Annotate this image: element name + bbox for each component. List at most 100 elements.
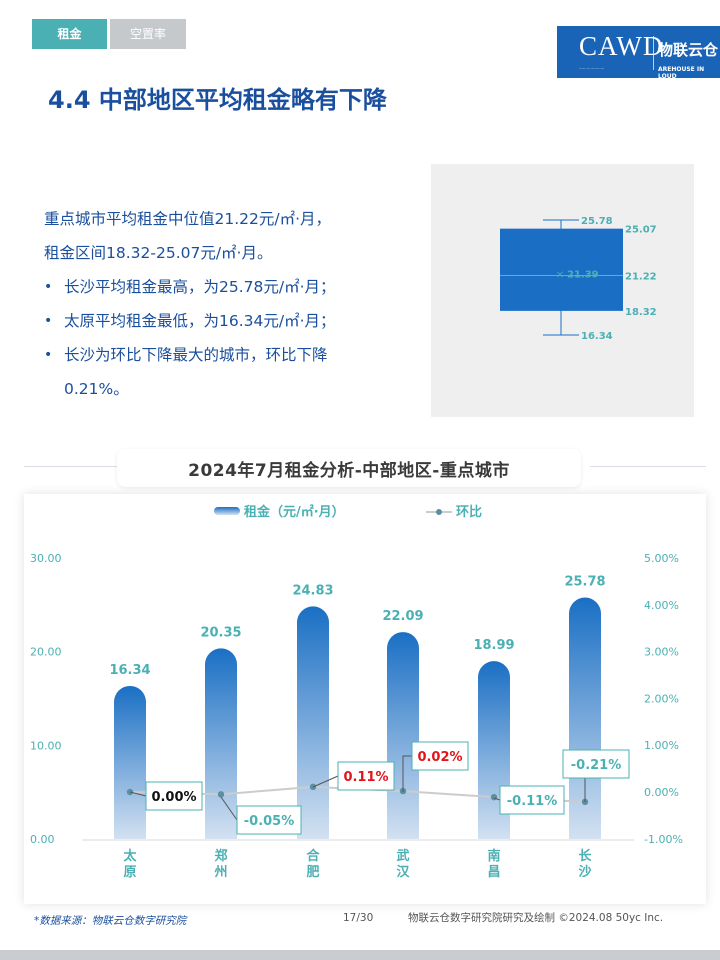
bar-value-label: 16.34: [109, 663, 150, 678]
bar-value-label: 20.35: [200, 625, 241, 640]
y-right-tick: 3.00%: [644, 646, 679, 659]
bottom-bar: [0, 950, 720, 960]
y-left-tick: 0.00: [30, 833, 55, 846]
mom-point: [490, 793, 498, 801]
bullet-text: 长沙平均租金最高，为25.78元/㎡·月；: [64, 278, 336, 296]
x-tick-char: 汉: [396, 864, 410, 880]
mom-value-label: 0.02%: [417, 750, 462, 765]
bar-合肥: [297, 606, 329, 839]
callout-leader: [220, 796, 238, 821]
divider-left: [24, 466, 124, 467]
box-q3-label: 25.07: [625, 225, 657, 236]
footer-credit: 物联云仓数字研究院研究及绘制 ©2024.08 50yc Inc.: [408, 912, 664, 924]
bar-郑州: [205, 648, 237, 839]
y-left-tick: 10.00: [30, 739, 62, 752]
y-right-tick: 1.00%: [644, 739, 679, 752]
callout-box: [337, 761, 395, 791]
logo-cawd-text: CAWD: [579, 31, 664, 61]
x-tick-char: 州: [213, 865, 227, 880]
chart-title-pill: [117, 449, 581, 487]
page-number: 17/30: [343, 912, 374, 924]
intro-line-2: 租金区间18.32-25.07元/㎡·月。: [44, 244, 273, 262]
bullet-text: 长沙为环比下降最大的城市，环比下降: [64, 346, 328, 364]
callout-box: [411, 741, 469, 771]
bar-value-label: 22.09: [382, 609, 423, 624]
x-tick-label: 合肥: [306, 848, 320, 880]
bar-太原: [114, 685, 146, 839]
logo-subtitle: ····················: [579, 66, 605, 71]
bar-value-label: 24.83: [292, 583, 333, 598]
bar-武汉: [387, 632, 419, 839]
bullet-dot: •: [44, 347, 53, 363]
callout-leader: [493, 797, 501, 801]
x-tick-char: 肥: [306, 864, 319, 880]
mom-value-label: -0.11%: [507, 794, 558, 809]
x-tick-label: 武汉: [396, 848, 410, 880]
chart-card: 租金（元/㎡·月） 环比 30.00 20.00 10.00 0.00 5.00% 4.00%…: [24, 494, 706, 904]
x-tick-char: 太: [122, 848, 137, 864]
tab-vacancy[interactable]: 空置率: [110, 19, 186, 49]
x-tick-char: 原: [123, 865, 136, 880]
bullet-continuation: 0.21%。: [64, 380, 129, 398]
box-max-label: 25.78: [581, 216, 613, 227]
box-median-label: 21.22: [625, 272, 657, 283]
mom-value-label: -0.05%: [244, 814, 295, 829]
logo-separator: [653, 36, 654, 70]
bar-value-label: 25.78: [564, 575, 605, 590]
box-plot-svg: × 25.78 25.07 21.39 21.22 18.32 16.34: [500, 216, 657, 342]
y-right-tick: 5.00%: [644, 552, 679, 565]
x-tick-label: 南昌: [487, 848, 500, 880]
x-tick-label: 太原: [122, 848, 137, 880]
x-tick-char: 武: [396, 848, 409, 864]
box-min-label: 16.34: [581, 331, 613, 342]
bullet-item: • 长沙为环比下降最大的城市，环比下降: [44, 338, 404, 372]
bullet-item: • 长沙平均租金最高，为25.78元/㎡·月；: [44, 270, 404, 304]
mom-point: [217, 791, 225, 798]
legend-bar-swatch: [214, 507, 240, 515]
box-mean-marker: ×: [556, 269, 564, 280]
y-right-tick: 2.00%: [644, 692, 679, 705]
callout-box: [236, 805, 302, 835]
callout-leader: [402, 755, 412, 792]
intro-text: 重点城市平均租金中位值21.22元/㎡·月， 租金区间18.32-25.07元/…: [44, 202, 404, 406]
mom-value-label: 0.00%: [151, 790, 196, 805]
x-tick-char: 南: [487, 848, 500, 864]
y-right-tick: -1.00%: [644, 833, 683, 846]
x-tick-char: 昌: [487, 865, 500, 880]
bar-value-label: 18.99: [473, 638, 514, 653]
x-tick-char: 合: [306, 848, 320, 864]
data-source: *数据来源：物联云仓数字研究院: [34, 915, 187, 927]
divider-right: [590, 466, 706, 467]
chart-title: 2024年7月租金分析-中部地区-重点城市: [188, 461, 510, 481]
callout-leader: [129, 791, 147, 797]
box-q1-label: 18.32: [625, 307, 657, 318]
box-iqr: [500, 228, 623, 311]
callout-box: [499, 785, 565, 815]
bullet-text: 太原平均租金最低，为16.34元/㎡·月；: [64, 312, 336, 330]
mom-value-label: -0.21%: [571, 758, 622, 773]
legend-line-label: 环比: [456, 504, 482, 520]
rent-chart: 租金（元/㎡·月） 环比 30.00 20.00 10.00 0.00 5.00% 4.00%…: [30, 504, 683, 880]
y-left-tick: 20.00: [30, 646, 62, 659]
callout-box: [562, 749, 630, 779]
legend-bar-label: 租金（元/㎡·月）: [244, 504, 345, 520]
y-left-tick: 30.00: [30, 552, 62, 565]
tab-rent[interactable]: 租金: [32, 19, 107, 49]
x-tick-char: 郑: [214, 848, 227, 864]
page-title: 4.4 中部地区平均租金略有下降: [48, 86, 387, 114]
cawd-logo: CAWD ···················· 物联云仓 AREHOUSE …: [557, 26, 720, 80]
box-plot-panel: × 25.78 25.07 21.39 21.22 18.32 16.34: [431, 164, 694, 417]
y-right-tick: 0.00%: [644, 786, 679, 799]
bullet-item: • 太原平均租金最低，为16.34元/㎡·月；: [44, 304, 404, 338]
x-tick-char: 沙: [578, 865, 591, 880]
box-mean-label: 21.39: [567, 269, 599, 280]
callout-box: [145, 781, 203, 811]
bar-长沙: [569, 597, 601, 839]
logo-brand-sub: AREHOUSE IN LOUD: [658, 66, 705, 80]
x-tick-label: 郑州: [213, 848, 227, 880]
mom-value-label: 0.11%: [343, 770, 388, 785]
x-tick-char: 长: [578, 848, 592, 864]
bullet-dot: •: [44, 279, 53, 295]
x-tick-label: 长沙: [578, 848, 592, 880]
bullet-dot: •: [44, 313, 53, 329]
